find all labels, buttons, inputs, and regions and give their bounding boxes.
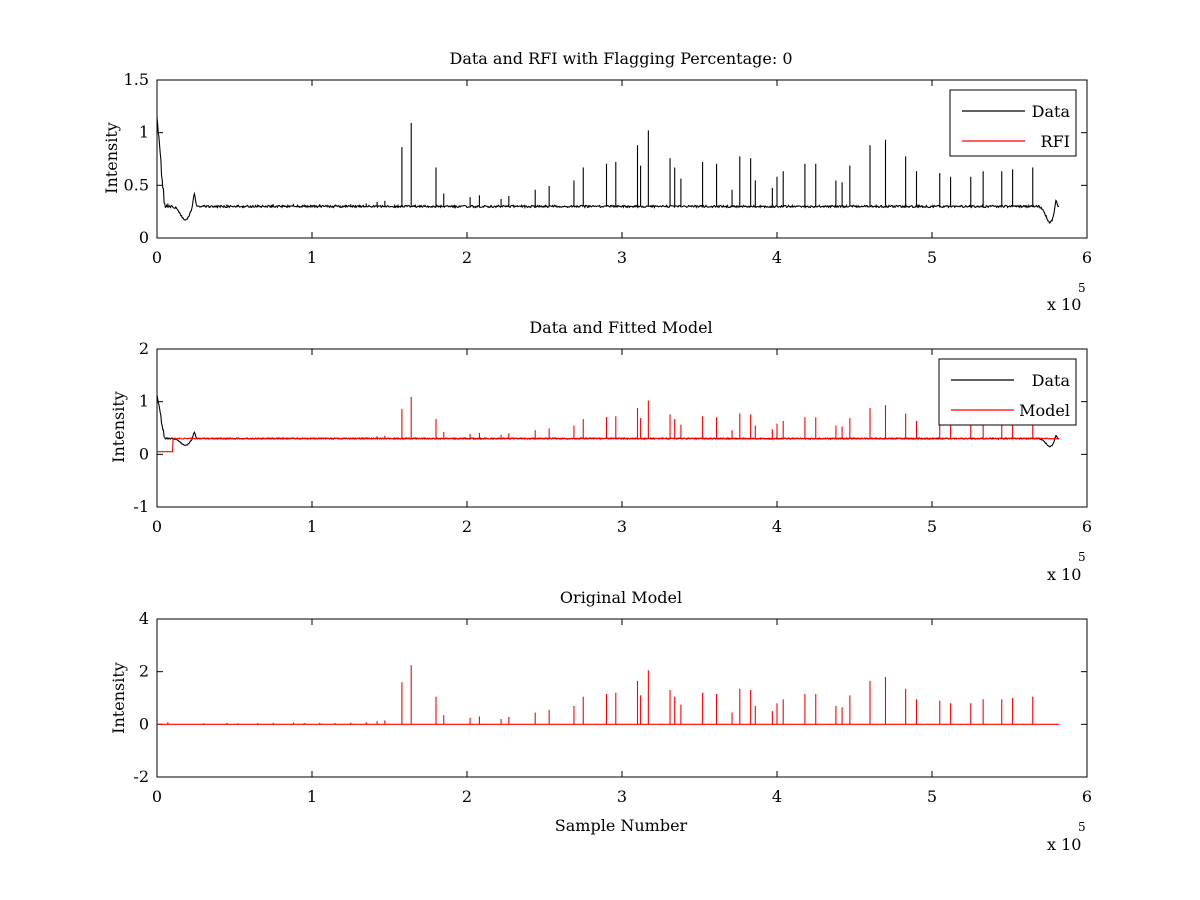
y-tick-label: 0.5 <box>124 175 149 194</box>
legend-entry-label: RFI <box>1041 132 1070 151</box>
subplot-data-and-rfi: Data and RFI with Flagging Percentage: 0… <box>102 49 1092 314</box>
subplot-title: Data and Fitted Model <box>529 318 712 337</box>
x-tick-label: 0 <box>152 787 162 806</box>
y-tick-label: 1 <box>139 123 149 142</box>
x-multiplier: x 10 <box>1047 565 1081 584</box>
x-tick-label: 2 <box>462 248 472 267</box>
axes-frame <box>156 79 1088 239</box>
legend-entry-label: Model <box>1019 401 1070 420</box>
x-tick-label: 1 <box>307 517 317 536</box>
x-tick-label: 1 <box>307 248 317 267</box>
x-tick-label: 2 <box>462 517 472 536</box>
x-tick-label: 6 <box>1082 248 1092 267</box>
x-tick-label: 4 <box>772 248 782 267</box>
x-tick-label: 5 <box>927 517 937 536</box>
subplot-title: Original Model <box>560 588 682 607</box>
x-multiplier: x 10 <box>1047 295 1081 314</box>
x-tick-label: 6 <box>1082 517 1092 536</box>
x-axis-label: Sample Number <box>555 816 688 835</box>
y-tick-label: 2 <box>139 662 149 681</box>
y-tick-label: -1 <box>133 497 149 516</box>
x-tick-label: 4 <box>772 787 782 806</box>
y-tick-label: 2 <box>139 339 149 358</box>
x-tick-label: 0 <box>152 248 162 267</box>
subplot-original-model: Original Model Intensity Sample Number x… <box>109 588 1092 854</box>
x-multiplier-exponent: 5 <box>1078 281 1086 295</box>
x-multiplier-exponent: 5 <box>1078 550 1086 564</box>
subplot-data-and-fitted-model: Data and Fitted Model Intensity x 10 5 0… <box>109 318 1092 584</box>
x-tick-label: 3 <box>617 517 627 536</box>
series-line-data <box>157 117 1060 224</box>
y-tick-label: 0 <box>139 714 149 733</box>
axes-frame <box>156 348 1088 508</box>
series-line-model <box>157 437 1060 453</box>
y-tick-label: 1 <box>139 392 149 411</box>
axes-frame <box>156 618 1088 778</box>
x-tick-label: 1 <box>307 787 317 806</box>
y-axis-label: Intensity <box>109 662 128 734</box>
y-tick-label: 0 <box>139 228 149 247</box>
x-multiplier-exponent: 5 <box>1078 820 1086 834</box>
x-tick-label: 4 <box>772 517 782 536</box>
legend-entry-label: Data <box>1032 371 1071 390</box>
legend-entry-label: Data <box>1032 102 1071 121</box>
legend: Data RFI <box>949 89 1077 157</box>
subplot-title: Data and RFI with Flagging Percentage: 0 <box>449 49 792 68</box>
y-tick-label: -2 <box>133 767 149 786</box>
legend: Data Model <box>938 358 1077 426</box>
x-tick-label: 3 <box>617 787 627 806</box>
x-tick-label: 5 <box>927 787 937 806</box>
y-tick-label: 4 <box>139 609 149 628</box>
y-tick-label: 0 <box>139 444 149 463</box>
y-axis-label: Intensity <box>109 391 128 463</box>
y-tick-label: 1.5 <box>124 70 149 89</box>
x-tick-label: 5 <box>927 248 937 267</box>
x-tick-label: 6 <box>1082 787 1092 806</box>
x-tick-label: 2 <box>462 787 472 806</box>
x-multiplier: x 10 <box>1047 835 1081 854</box>
x-tick-label: 0 <box>152 517 162 536</box>
x-tick-label: 3 <box>617 248 627 267</box>
y-axis-label: Intensity <box>102 122 121 194</box>
